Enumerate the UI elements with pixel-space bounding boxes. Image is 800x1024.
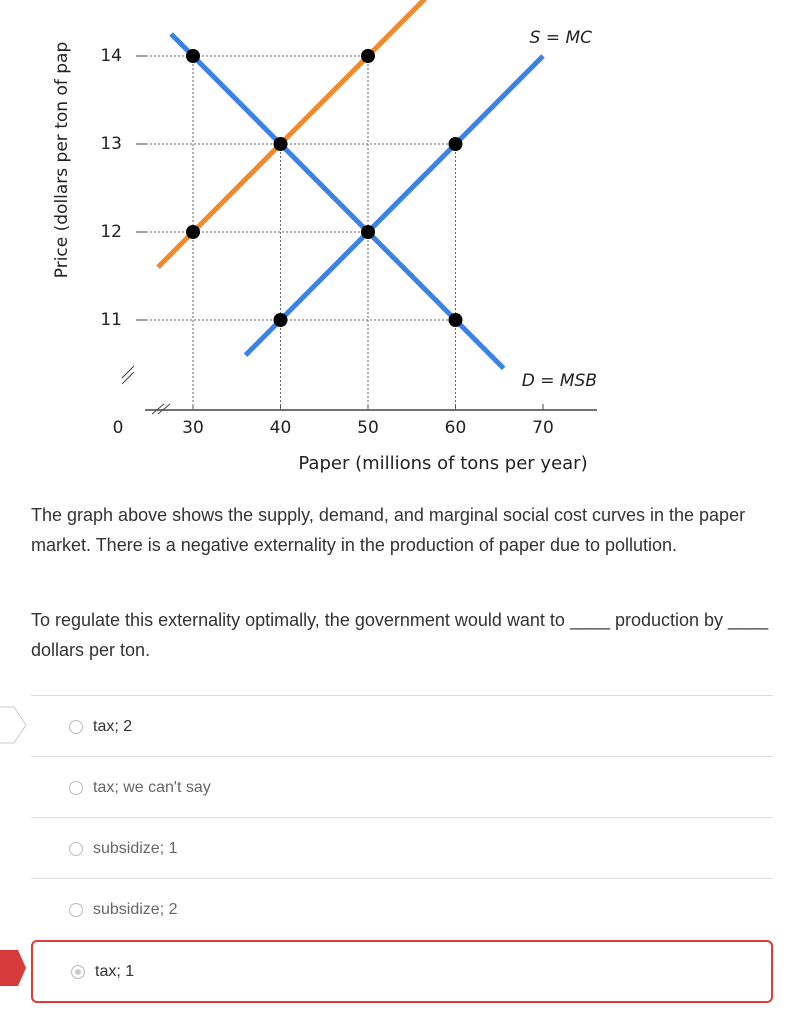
curve [243, 54, 545, 357]
origin-label: 0 [113, 418, 124, 438]
axis-break [157, 403, 171, 415]
radio[interactable] [69, 903, 83, 917]
y-tick-label: 11 [100, 310, 122, 330]
curve [169, 32, 506, 371]
question-prompt: To regulate this externality optimally, … [31, 610, 769, 660]
point [273, 313, 288, 327]
axis-break [121, 371, 135, 385]
x-tick-label: 60 [445, 418, 467, 438]
curve-label: D = MSB [522, 371, 597, 391]
x-tick-label: 50 [357, 418, 379, 438]
option[interactable]: subsidize; 1 [31, 819, 773, 879]
radio[interactable] [71, 964, 85, 979]
curve [156, 0, 427, 269]
divider [31, 878, 773, 879]
option[interactable]: tax; we can't say [31, 758, 773, 818]
divider [31, 695, 773, 696]
divider [31, 817, 773, 818]
option[interactable]: subsidize; 2 [31, 880, 773, 940]
point [273, 137, 288, 151]
x-tick-label: 30 [182, 418, 204, 438]
option-text: tax; we can't say [93, 779, 211, 796]
radio[interactable] [69, 720, 83, 734]
radio[interactable] [69, 781, 83, 795]
current-arrow [0, 706, 27, 744]
y-tick-label: 13 [100, 134, 122, 154]
x-tick-label: 70 [532, 418, 554, 438]
axis-break [151, 403, 165, 415]
question-text: The graph above shows the supply, demand… [31, 505, 746, 555]
point [186, 225, 200, 239]
option[interactable]: tax; 1 [31, 940, 773, 1003]
point [448, 137, 463, 151]
option-text: tax; 1 [95, 962, 135, 980]
y-axis-label: Price (dollars per ton of pap [52, 42, 72, 279]
option-text: tax; 2 [93, 718, 133, 735]
point [361, 49, 375, 63]
point [361, 225, 375, 239]
option-text: subsidize; 2 [93, 901, 178, 918]
answer-flag [0, 950, 26, 986]
divider [31, 756, 773, 757]
y-tick-label: 14 [100, 46, 122, 66]
curve-label: S = MC [530, 28, 593, 48]
x-tick-label: 40 [270, 418, 292, 438]
point [186, 49, 200, 63]
axis-break [121, 365, 135, 379]
point [448, 313, 463, 327]
option[interactable]: tax; 2 [31, 697, 773, 757]
radio[interactable] [69, 842, 83, 856]
option-text: subsidize; 1 [93, 840, 178, 857]
x-axis-label: Paper (millions of tons per year) [298, 453, 587, 474]
chart: Price (dollars per ton of pap Paper (mil… [52, 0, 597, 474]
y-tick-label: 12 [100, 222, 122, 242]
